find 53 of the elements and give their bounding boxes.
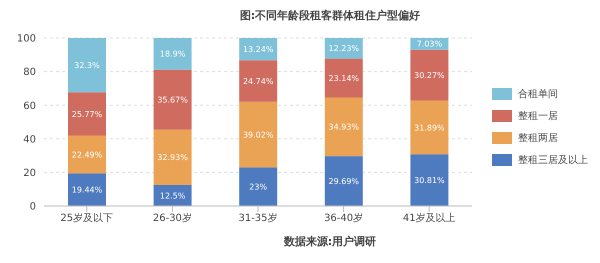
bar	[410, 154, 448, 206]
data-label: 29.69%	[328, 176, 360, 186]
bar	[68, 38, 106, 92]
bar	[154, 130, 192, 185]
y-tick-label: 0	[30, 202, 36, 213]
bar	[68, 136, 106, 174]
x-tick-label: 36-40岁	[324, 212, 364, 224]
data-label: 31.89%	[414, 123, 446, 132]
data-label: 12.23%	[328, 44, 360, 54]
bar	[154, 38, 192, 70]
legend-label: 整租两居	[518, 132, 558, 145]
data-label: 19.44%	[72, 186, 103, 195]
bar	[68, 92, 106, 136]
bar	[410, 100, 448, 154]
data-label: 7.03%	[416, 40, 442, 49]
data-label: 34.93%	[328, 122, 360, 132]
bar	[239, 60, 278, 102]
y-tick-label: 20	[23, 168, 36, 179]
chart-title: 图:不同年龄段租客群体租住户型偏好	[238, 8, 422, 24]
source-note: 数据来源:用户调研	[282, 234, 378, 249]
bar	[239, 102, 278, 168]
data-label: 32.93%	[157, 153, 188, 162]
data-label: 23%	[249, 182, 268, 192]
legend-label: 整租一居	[518, 110, 558, 123]
bar	[324, 58, 363, 98]
x-tick-label: 41岁及以上	[402, 212, 456, 224]
y-tick-label: 100	[16, 34, 36, 45]
data-label: 39.02%	[242, 130, 274, 140]
x-tick-label: 31-35岁	[238, 212, 278, 224]
x-tick-label: 25岁及以下	[60, 212, 114, 224]
data-label: 30.27%	[414, 71, 446, 80]
data-label: 22.49%	[72, 150, 103, 160]
bar	[324, 156, 363, 206]
y-tick-label: 60	[23, 100, 36, 112]
data-label: 30.81%	[414, 176, 446, 185]
y-tick-label: 40	[23, 134, 36, 146]
x-tick-label: 26-30岁	[152, 212, 192, 224]
legend-label: 合租单间	[518, 88, 558, 101]
data-label: 24.74%	[242, 76, 274, 86]
bar	[410, 50, 448, 101]
data-label: 32.3%	[74, 60, 100, 70]
bar	[154, 70, 192, 130]
data-label: 23.14%	[328, 74, 360, 83]
bar	[239, 167, 278, 206]
data-label: 18.9%	[160, 50, 186, 59]
bar	[68, 173, 106, 206]
data-label: 13.24%	[242, 44, 274, 54]
y-tick-label: 80	[23, 67, 36, 78]
legend-label: 整租三居及以上	[518, 154, 588, 167]
data-label: 12.5%	[160, 191, 186, 200]
data-label: 25.77%	[72, 110, 103, 119]
bar	[324, 97, 363, 156]
data-label: 35.67%	[157, 96, 188, 105]
